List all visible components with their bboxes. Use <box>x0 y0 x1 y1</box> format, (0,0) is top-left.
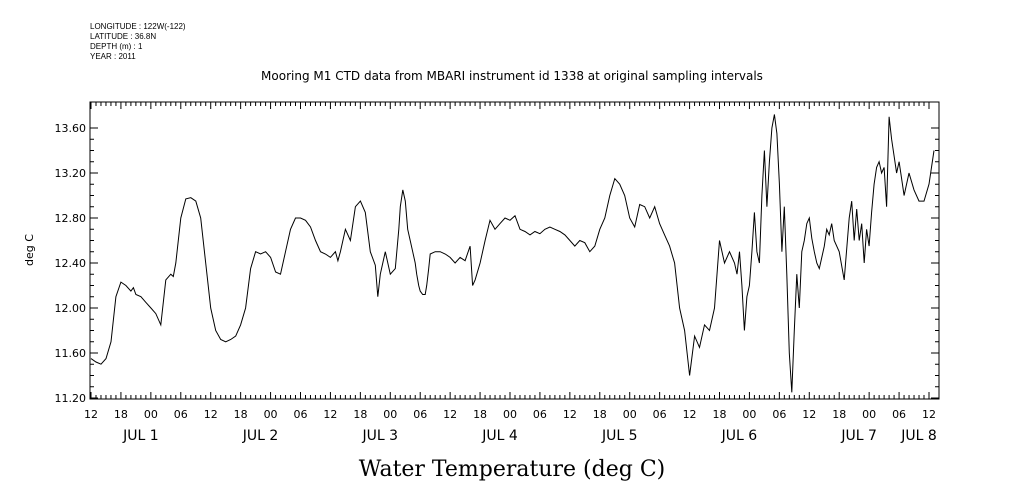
y-tick-label: 13.60 <box>55 122 87 135</box>
x-tick-label: 00 <box>503 408 517 421</box>
x-tick-label: 18 <box>114 408 128 421</box>
x-tick-label: 18 <box>593 408 607 421</box>
x-tick-label: 00 <box>862 408 876 421</box>
x-day-label: JUL 4 <box>481 428 518 444</box>
plot-frame <box>89 101 940 400</box>
x-tick-label: 00 <box>144 408 158 421</box>
x-tick-label: 00 <box>742 408 756 421</box>
y-axis-label: deg C <box>23 234 36 266</box>
x-tick-label: 00 <box>264 408 278 421</box>
y-tick-label: 12.80 <box>55 212 87 225</box>
x-tick-label: 06 <box>174 408 188 421</box>
x-tick-label: 18 <box>473 408 487 421</box>
x-day-label: JUL 1 <box>122 428 159 444</box>
temperature-series-line <box>90 114 935 393</box>
x-tick-label: 06 <box>892 408 906 421</box>
x-day-label: JUL 2 <box>242 428 279 444</box>
x-tick-label: 06 <box>413 408 427 421</box>
y-tick-label: 12.00 <box>55 302 87 315</box>
chart-title: Mooring M1 CTD data from MBARI instrumen… <box>261 69 763 83</box>
x-day-label: JUL 7 <box>840 428 877 444</box>
x-tick-label: 18 <box>713 408 727 421</box>
y-axis: 11.20 11.60 12.00 12.40 12.80 13.20 13.60 <box>55 122 939 405</box>
x-axis: 12 18 00 06 12 18 00 06 12 18 00 06 12 18 00 06 12 18 00 06… <box>84 102 937 444</box>
latitude-label: LATITUDE : 36.8N <box>90 32 157 41</box>
year-label: YEAR : 2011 <box>90 52 136 61</box>
x-tick-label: 00 <box>623 408 637 421</box>
x-tick-label: 12 <box>84 408 98 421</box>
x-tick-label: 18 <box>234 408 248 421</box>
y-tick-label: 11.20 <box>55 392 87 405</box>
y-tick-label: 11.60 <box>55 347 87 360</box>
x-tick-label: 12 <box>563 408 577 421</box>
x-day-label: JUL 3 <box>362 428 399 444</box>
x-tick-label: 06 <box>653 408 667 421</box>
metadata-block: LONGITUDE : 122W(-122) LATITUDE : 36.8N … <box>90 22 186 62</box>
x-tick-label: 12 <box>443 408 457 421</box>
x-tick-label: 06 <box>772 408 786 421</box>
x-axis-label: Water Temperature (deg C) <box>359 457 666 482</box>
x-tick-label: 12 <box>323 408 337 421</box>
x-day-label: JUL 5 <box>601 428 638 444</box>
x-tick-label: 06 <box>533 408 547 421</box>
x-tick-label: 12 <box>802 408 816 421</box>
x-tick-label: 18 <box>832 408 846 421</box>
x-day-label: JUL 6 <box>721 428 758 444</box>
x-tick-label: 00 <box>383 408 397 421</box>
x-day-label: JUL 8 <box>900 428 937 444</box>
x-tick-label: 12 <box>922 408 936 421</box>
x-tick-label: 12 <box>683 408 697 421</box>
x-tick-label: 18 <box>353 408 367 421</box>
x-tick-label: 12 <box>204 408 218 421</box>
longitude-label: LONGITUDE : 122W(-122) <box>90 22 186 31</box>
y-tick-label: 13.20 <box>55 167 87 180</box>
depth-label: DEPTH (m) : 1 <box>90 42 143 51</box>
x-tick-label: 06 <box>294 408 308 421</box>
y-tick-label: 12.40 <box>55 257 87 270</box>
